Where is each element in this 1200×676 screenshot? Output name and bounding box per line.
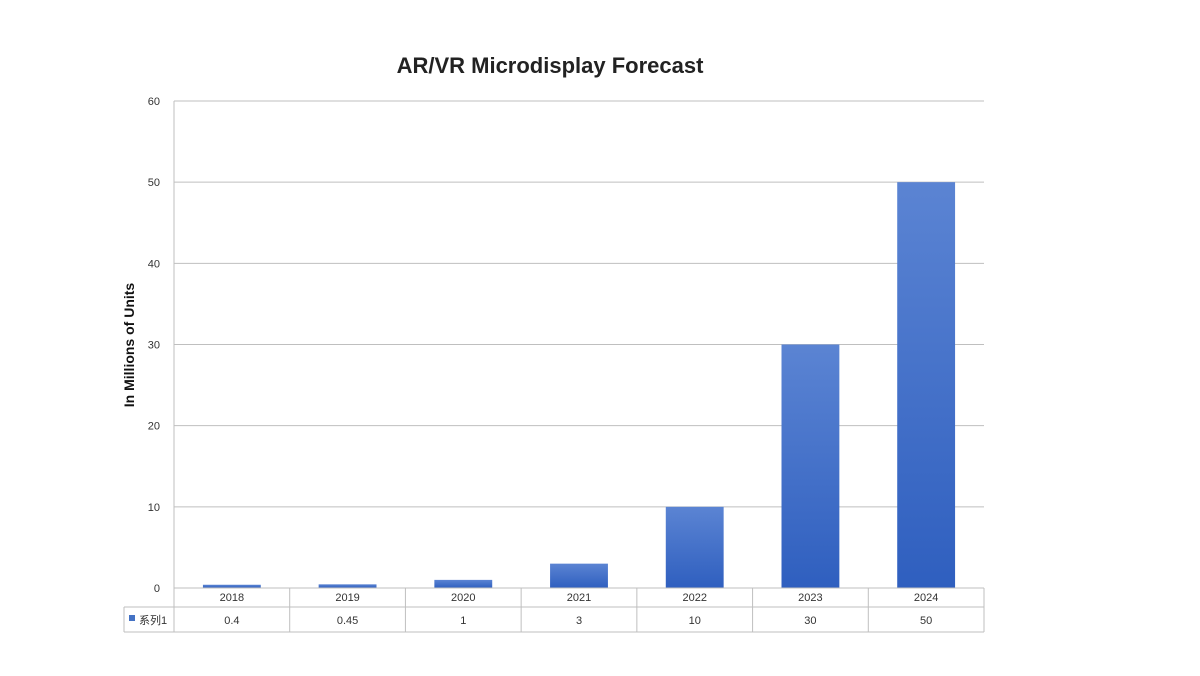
bar-2022	[665, 506, 724, 588]
bar-2021	[550, 563, 608, 588]
data-label: 1	[460, 615, 466, 627]
data-label: 10	[689, 615, 701, 627]
y-tick-label: 10	[148, 502, 160, 514]
bar-2018	[202, 584, 261, 588]
x-tick-label: 2022	[682, 592, 706, 604]
x-tick-label: 2019	[335, 592, 359, 604]
y-tick-label: 50	[148, 177, 160, 189]
data-label: 50	[920, 615, 932, 627]
data-label: 0.45	[337, 615, 358, 627]
bar-2023	[781, 344, 840, 588]
x-tick-label: 2021	[567, 592, 591, 604]
x-tick-label: 2020	[451, 592, 475, 604]
x-tick-label: 2023	[798, 592, 822, 604]
data-label: 30	[804, 615, 816, 627]
data-label: 3	[576, 615, 582, 627]
legend-swatch	[129, 615, 135, 621]
y-axis-label: In Millions of Units	[121, 283, 137, 408]
bar-2024	[897, 182, 956, 588]
gridlines	[173, 100, 984, 588]
legend-series-name: 系列1	[139, 613, 167, 627]
data-table: 2018 0.4 2019 0.45 2020 1 2021 3 2022 10 2023 30 202…	[123, 587, 985, 633]
y-tick-label: 0	[154, 583, 160, 595]
y-tick-label: 20	[148, 421, 160, 433]
x-tick-label: 2024	[914, 592, 938, 604]
y-tick-label: 60	[148, 96, 160, 108]
y-tick-label: 40	[148, 258, 160, 270]
bars	[202, 182, 956, 588]
x-tick-label: 2018	[220, 592, 244, 604]
chart-title: AR/VR Microdisplay Forecast	[397, 53, 705, 78]
bar-2019	[318, 584, 377, 588]
bar-2020	[434, 579, 493, 588]
y-axis-ticks: 0 10 20 30 40 50 60	[148, 96, 160, 595]
y-tick-label: 30	[148, 340, 160, 352]
data-label: 0.4	[224, 615, 239, 627]
